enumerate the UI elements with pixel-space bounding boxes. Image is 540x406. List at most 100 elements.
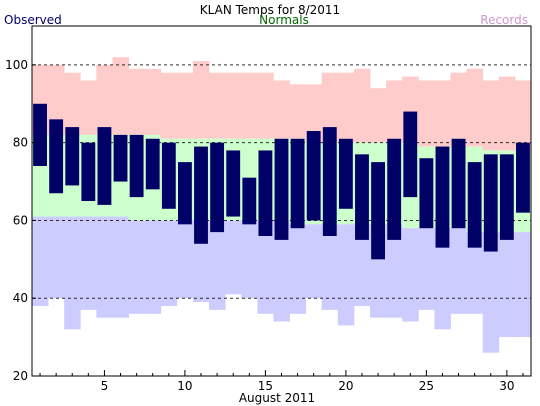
observed-bar-day-10 xyxy=(177,162,192,225)
legend-observed: Observed xyxy=(4,13,62,27)
observed-bar-day-24 xyxy=(403,111,418,198)
record-low-band-day-16 xyxy=(273,220,290,322)
observed-bar-day-4 xyxy=(81,142,96,201)
observed-bar-day-19 xyxy=(322,127,337,236)
record-low-band-day-17 xyxy=(289,224,307,314)
observed-bar-day-14 xyxy=(242,177,257,225)
record-high-band-day-2 xyxy=(48,64,65,135)
record-low-band-day-18 xyxy=(305,224,323,299)
legend-records: Records xyxy=(480,13,528,27)
record-high-band-day-14 xyxy=(241,72,258,139)
observed-bar-day-20 xyxy=(338,138,353,209)
record-high-band-day-29 xyxy=(482,80,500,151)
y-tick-label-60: 60 xyxy=(13,213,28,227)
x-tick-label-30: 30 xyxy=(499,379,514,393)
record-low-band-day-23 xyxy=(386,224,403,318)
record-high-band-day-27 xyxy=(450,72,468,147)
record-low-band-day-13 xyxy=(225,220,242,295)
record-low-band-day-20 xyxy=(337,224,355,326)
x-axis-ticks: 5 10 15 20 25 30 xyxy=(39,370,524,393)
observed-bar-day-23 xyxy=(387,138,402,240)
observed-bar-day-16 xyxy=(274,138,289,240)
record-low-band-day-30 xyxy=(498,232,516,338)
record-low-band-day-9 xyxy=(160,220,178,306)
record-low-band-day-24 xyxy=(402,228,419,322)
record-high-band-day-9 xyxy=(160,72,178,139)
x-tick-label-5: 5 xyxy=(101,379,109,393)
observed-bar-day-17 xyxy=(290,138,305,229)
record-low-band-day-7 xyxy=(128,220,146,314)
record-low-band-day-31 xyxy=(514,232,532,338)
observed-bar-day-13 xyxy=(226,150,241,217)
observed-bar-day-22 xyxy=(371,162,386,260)
record-high-band-day-21 xyxy=(353,68,371,143)
record-high-band-day-22 xyxy=(370,88,387,143)
record-high-band-day-13 xyxy=(225,72,242,139)
observed-bar-day-26 xyxy=(435,146,450,248)
observed-bar-day-3 xyxy=(65,127,80,186)
observed-bar-day-18 xyxy=(306,131,321,221)
y-tick-label-40: 40 xyxy=(13,291,28,305)
legend-normals: Normals xyxy=(259,13,309,27)
y-axis-ticks: 20 40 60 80 100 xyxy=(5,58,36,383)
observed-bar-day-21 xyxy=(355,154,369,240)
record-high-band-day-11 xyxy=(192,61,210,139)
record-high-band-day-28 xyxy=(466,68,484,147)
observed-bars xyxy=(33,103,530,260)
observed-bar-day-15 xyxy=(258,150,273,236)
record-low-band-day-28 xyxy=(466,232,484,314)
record-low-band-day-4 xyxy=(80,216,97,310)
observed-bar-day-30 xyxy=(499,154,514,240)
x-tick-label-20: 20 xyxy=(338,379,353,393)
observed-bar-day-7 xyxy=(129,134,144,198)
record-low-band-day-8 xyxy=(144,220,162,314)
record-high-band-day-20 xyxy=(337,72,355,143)
record-high-band-day-7 xyxy=(128,68,146,135)
record-high-band-day-25 xyxy=(418,80,435,147)
record-low-band-day-26 xyxy=(434,228,451,330)
observed-bar-day-2 xyxy=(49,119,64,194)
record-high-band-day-5 xyxy=(96,64,113,135)
record-high-band-day-6 xyxy=(112,57,129,135)
record-low-band-day-6 xyxy=(112,216,129,318)
record-high-band-day-17 xyxy=(289,84,307,139)
observed-bar-day-12 xyxy=(210,142,225,233)
record-high-band-day-30 xyxy=(498,76,516,151)
x-axis-label: August 2011 xyxy=(239,391,315,405)
record-high-band-day-12 xyxy=(209,72,226,139)
observed-bar-day-6 xyxy=(113,134,128,182)
record-low-band-day-15 xyxy=(257,220,274,314)
record-low-band-day-2 xyxy=(48,216,65,299)
observed-bar-day-1 xyxy=(33,103,47,166)
record-high-band-day-8 xyxy=(144,68,162,135)
record-low-band-day-27 xyxy=(450,228,468,314)
observed-bar-day-29 xyxy=(483,154,498,252)
x-tick-label-25: 25 xyxy=(419,379,434,393)
record-low-band-day-12 xyxy=(209,220,226,310)
record-high-band-day-19 xyxy=(321,72,339,143)
record-high-band-day-26 xyxy=(434,80,451,147)
observed-bar-day-8 xyxy=(145,138,160,190)
record-high-band-day-4 xyxy=(80,80,97,135)
chart-title: KLAN Temps for 8/2011 xyxy=(200,3,340,17)
record-low-band-day-21 xyxy=(353,224,371,306)
record-high-band-day-15 xyxy=(257,72,274,139)
record-high-band-day-3 xyxy=(64,72,81,135)
observed-bar-day-9 xyxy=(161,142,176,209)
record-low-band-day-1 xyxy=(32,216,49,306)
observed-bar-day-25 xyxy=(419,158,434,229)
y-tick-label-20: 20 xyxy=(13,369,28,383)
observed-bar-day-5 xyxy=(97,127,112,205)
record-high-band-day-16 xyxy=(273,80,290,139)
record-low-band-day-29 xyxy=(482,232,500,353)
record-low-band-day-19 xyxy=(321,224,339,310)
record-high-band-day-18 xyxy=(305,84,323,143)
record-low-band-day-5 xyxy=(96,216,113,318)
observed-bar-day-28 xyxy=(467,162,482,248)
record-low-band-day-10 xyxy=(176,220,194,299)
x-tick-label-15: 15 xyxy=(258,379,273,393)
observed-bar-day-27 xyxy=(451,138,466,229)
record-high-band-day-10 xyxy=(176,72,194,139)
y-tick-label-100: 100 xyxy=(5,58,28,72)
